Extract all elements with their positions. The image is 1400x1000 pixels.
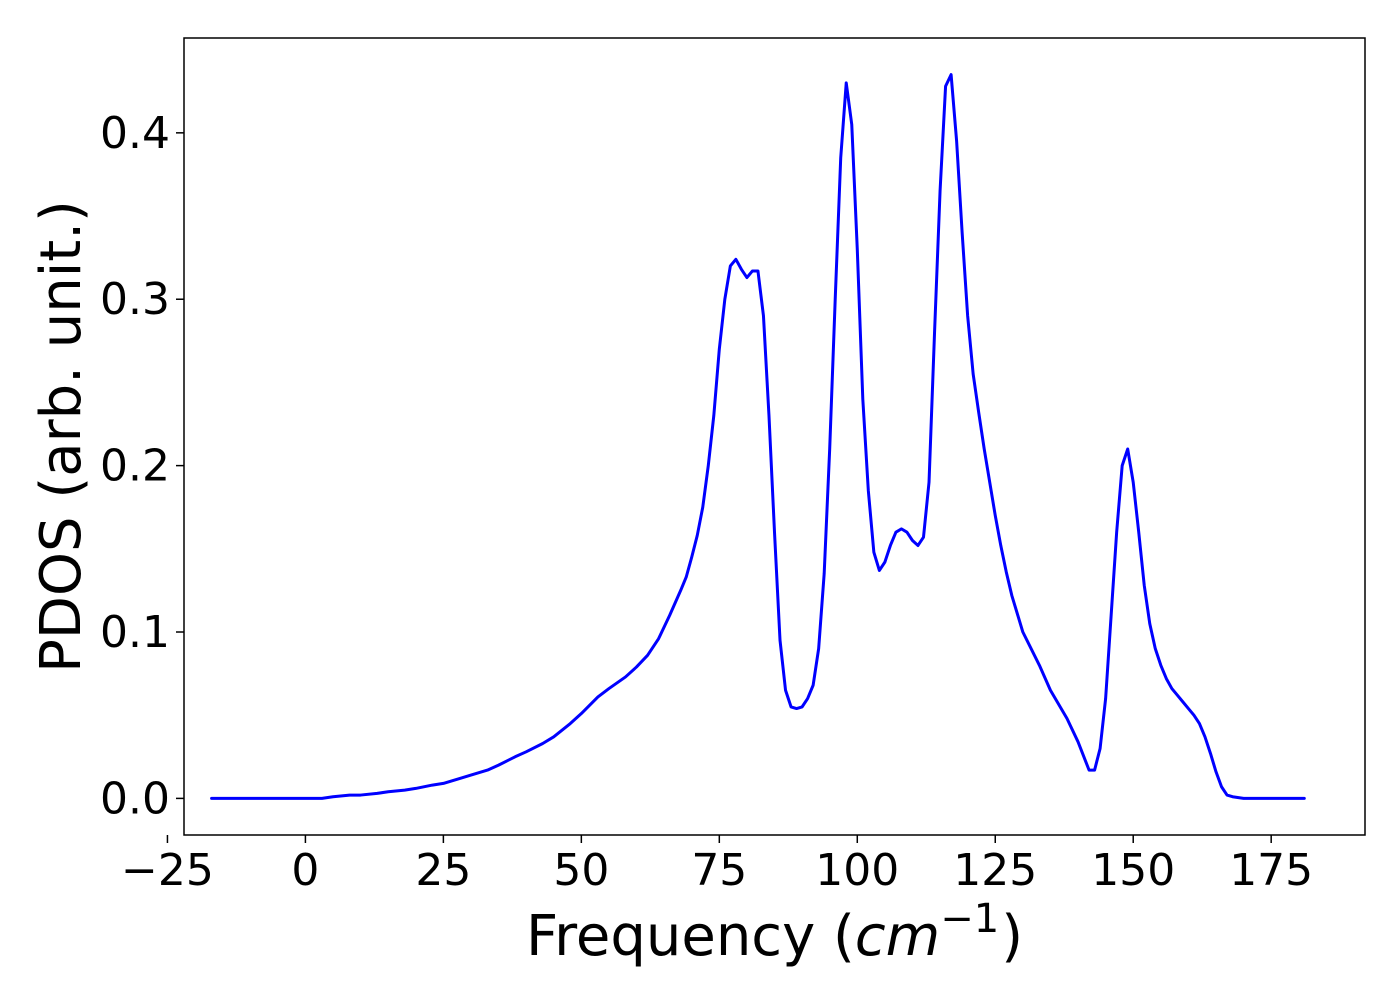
- x-tick-label-4: 75: [691, 845, 747, 896]
- y-tick-label-1: 0.1: [100, 607, 170, 658]
- y-tick-label-2: 0.2: [100, 441, 170, 492]
- x-tick-label-2: 25: [415, 845, 471, 896]
- x-tick-label-3: 50: [553, 845, 609, 896]
- x-tick-label-8: 175: [1229, 845, 1313, 896]
- y-axis-ticks: 0.0 0.1 0.2 0.3 0.4: [100, 108, 184, 824]
- x-axis-label: Frequency (cm−1): [526, 896, 1023, 969]
- x-tick-label-0: −25: [121, 845, 214, 896]
- pdos-series-line-0: [210, 73, 1306, 800]
- plot-layer: [210, 73, 1306, 800]
- x-tick-label-6: 125: [953, 845, 1037, 896]
- x-tick-label-1: 0: [291, 845, 319, 896]
- y-axis-label: PDOS (arb. unit.): [29, 200, 94, 673]
- y-tick-label-0: 0.0: [100, 773, 170, 824]
- y-tick-label-3: 0.3: [100, 274, 170, 325]
- x-axis-label-suffix: ): [1001, 904, 1023, 969]
- y-tick-label-4: 0.4: [100, 108, 170, 159]
- x-axis-label-math-superscript: −1: [940, 896, 999, 942]
- x-axis-label-prefix: Frequency (: [526, 904, 855, 969]
- x-tick-label-7: 150: [1091, 845, 1175, 896]
- x-axis-label-math-base: cm: [855, 904, 940, 969]
- x-axis-ticks: −25 0 25 50 75 100 125 150 175: [121, 835, 1313, 896]
- x-tick-label-5: 100: [815, 845, 899, 896]
- plot-frame: [183, 37, 1366, 836]
